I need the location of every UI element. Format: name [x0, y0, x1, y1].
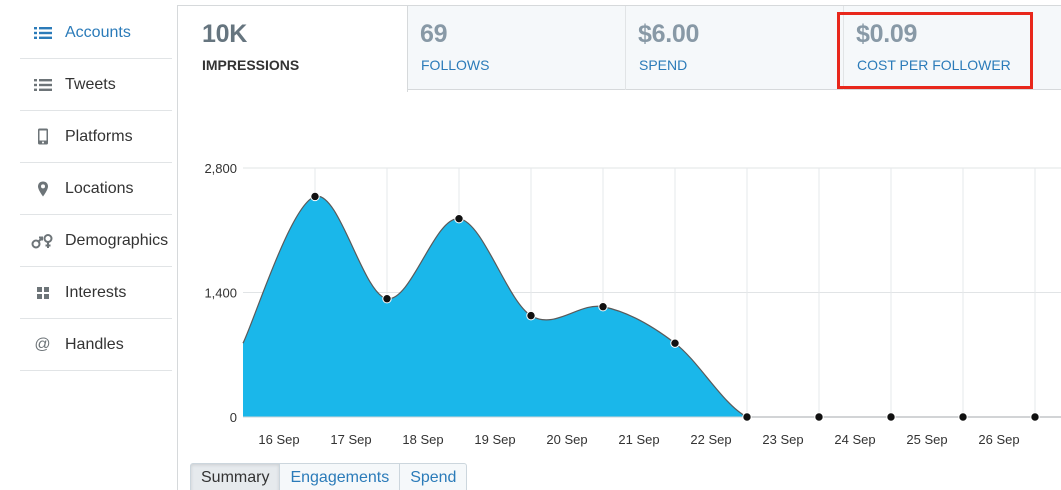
data-point	[886, 412, 896, 422]
sidebar-item-label: Accounts	[65, 23, 131, 41]
x-tick-label: 18 Sep	[402, 432, 443, 447]
sidebar-nav: Accounts Tweets Platforms Locations Demo…	[0, 0, 172, 490]
sidebar-item-label: Interests	[65, 283, 127, 301]
sidebar-item-locations[interactable]: Locations	[20, 163, 172, 215]
gender-icon	[20, 233, 65, 249]
metric-value: 10K	[202, 20, 247, 48]
x-tick-label: 26 Sep	[978, 432, 1019, 447]
impressions-chart: 0 1,400 2,800 16 Sep 17 Sep 18 Sep 19 Sep 20 Se…	[204, 161, 1061, 447]
list-icon	[20, 78, 65, 92]
sidebar-item-label: Locations	[65, 179, 134, 197]
data-point	[382, 294, 392, 304]
metric-label: SPEND	[639, 57, 688, 73]
data-point	[814, 412, 824, 422]
y-tick-label: 2,800	[204, 161, 237, 176]
data-point	[526, 310, 536, 321]
x-tick-label: 22 Sep	[690, 432, 731, 447]
tab-spend[interactable]: $6.00 SPEND	[626, 6, 844, 90]
sidebar-item-accounts[interactable]: Accounts	[20, 7, 172, 59]
y-tick-label: 0	[230, 410, 237, 425]
y-tick-label: 1,400	[204, 286, 237, 301]
sidebar-item-tweets[interactable]: Tweets	[20, 59, 172, 111]
sidebar-item-label: Handles	[65, 335, 124, 353]
metric-value: $6.00	[638, 20, 700, 48]
x-tick-label: 19 Sep	[474, 432, 515, 447]
metric-label: IMPRESSIONS	[202, 57, 300, 73]
x-tick-label: 16 Sep	[258, 432, 299, 447]
mobile-phone-icon	[20, 128, 65, 145]
data-point	[1030, 412, 1040, 422]
tab-follows[interactable]: 69 FOLLOWS	[408, 6, 626, 90]
at-sign-icon: @	[34, 335, 51, 353]
x-tick-label: 17 Sep	[330, 432, 371, 447]
data-point	[670, 338, 680, 348]
tab-cost-per-follower[interactable]: $0.09 COST PER FOLLOWER	[844, 6, 1061, 90]
data-point	[454, 213, 464, 224]
metric-label: COST PER FOLLOWER	[857, 57, 1011, 73]
data-point	[598, 302, 608, 312]
tab-engagements[interactable]: Engagements	[279, 463, 401, 490]
sidebar-item-label: Platforms	[65, 127, 133, 145]
sidebar-item-platforms[interactable]: Platforms	[20, 111, 172, 163]
list-icon	[20, 26, 65, 40]
x-tick-label: 21 Sep	[618, 432, 659, 447]
area-fill	[243, 196, 1061, 418]
chart-view-tabs: Summary Engagements Spend	[190, 463, 468, 490]
metric-value: $0.09	[856, 20, 918, 48]
x-tick-label: 24 Sep	[834, 432, 875, 447]
x-tick-label: 25 Sep	[906, 432, 947, 447]
sidebar-item-label: Demographics	[65, 231, 169, 249]
tab-summary[interactable]: Summary	[190, 463, 281, 490]
sidebar-item-handles[interactable]: @ Handles	[20, 319, 172, 371]
metric-value: 69	[420, 20, 448, 48]
data-point	[958, 412, 968, 422]
sidebar-item-interests[interactable]: Interests	[20, 267, 172, 319]
tab-spend-chart[interactable]: Spend	[399, 463, 468, 490]
sidebar-item-label: Tweets	[65, 75, 116, 93]
tab-impressions[interactable]: 10K IMPRESSIONS	[178, 6, 408, 92]
x-tick-label: 23 Sep	[762, 432, 803, 447]
data-point	[310, 191, 320, 202]
metric-label: FOLLOWS	[421, 57, 490, 73]
sidebar-item-demographics[interactable]: Demographics	[20, 215, 172, 267]
map-pin-icon	[20, 181, 65, 197]
grid-icon	[20, 286, 65, 299]
data-point	[742, 412, 752, 422]
x-tick-label: 20 Sep	[546, 432, 587, 447]
